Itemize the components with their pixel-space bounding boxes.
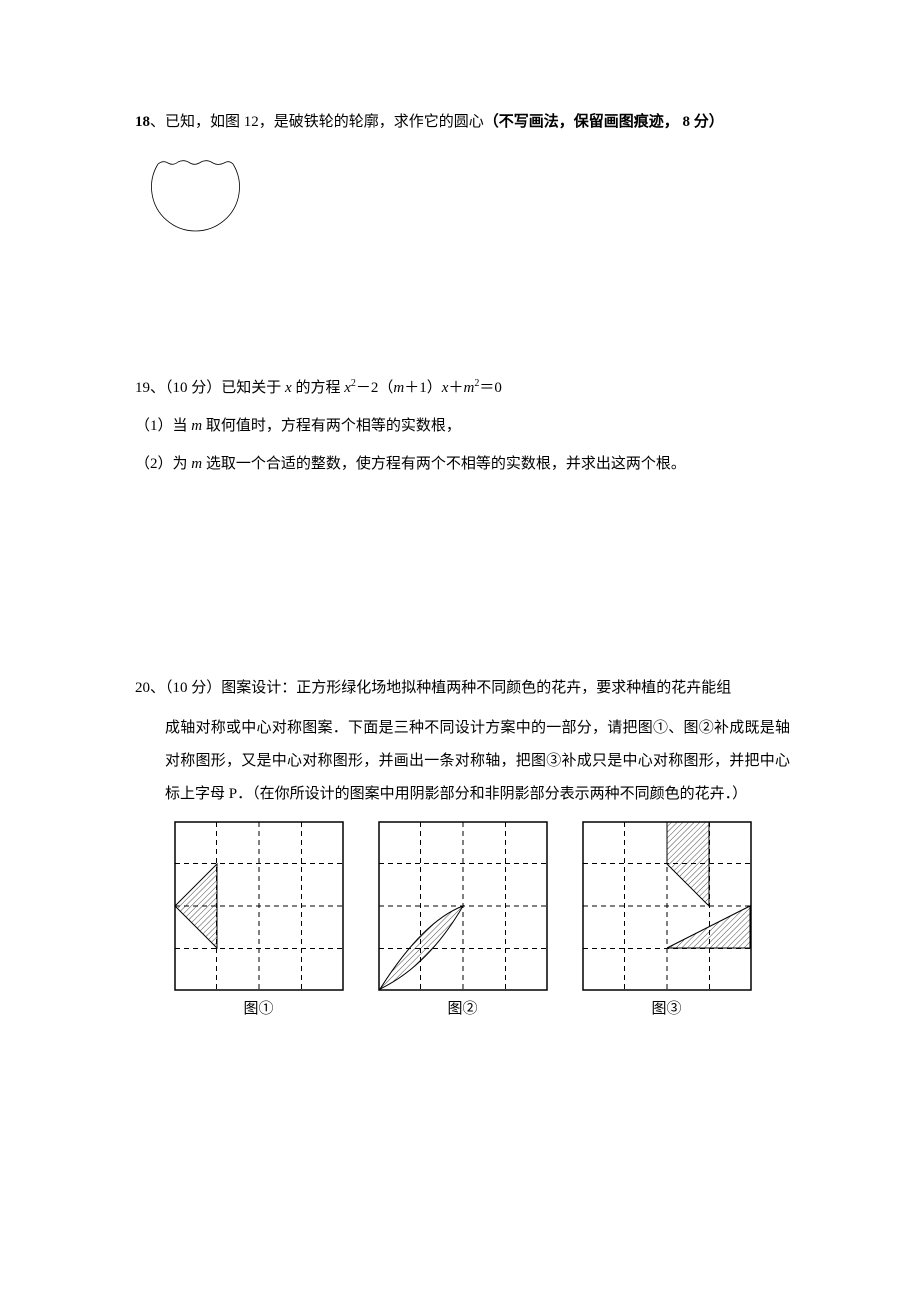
p19-sub2-pre: （2）为 [135,456,191,472]
grid-2 [378,821,548,991]
p19-mid1: 的方程 [292,380,345,396]
diagram-2: 图② [378,821,548,1021]
diagrams-row: 图① 图② [135,821,790,1021]
p19-x1: x [285,380,292,396]
grid-1 [174,821,344,991]
broken-wheel-icon [140,146,250,246]
p18-text-a: 已知，如图 12，是破铁轮的轮廓，求作它的圆心 [165,114,484,130]
problem-19: 19、（10 分）已知关于 x 的方程 x2－2（m＋1）x＋m2＝0 （1）当… [135,376,790,476]
shape-triangle [175,864,217,948]
p18-sep: 、 [150,114,165,130]
p18-text: 18、已知，如图 12，是破铁轮的轮廓，求作它的圆心（不写画法，保留画图痕迹， … [135,110,790,134]
p20-title: 图案设计：正方形绿化场地拟种植两种不同颜色的花卉，要求种植的花卉能组 [221,680,731,696]
diagram-3: 图③ [582,821,752,1021]
p20-line2: 成轴对称或中心对称图案．下面是三种不同设计方案中的一部分，请把图①、图②补成既是… [165,720,790,802]
p19-minus: －2（ [356,380,394,396]
p18-number: 18 [135,114,150,130]
p19-points: （10 分） [165,380,221,396]
diagram-1: 图① [174,821,344,1021]
p19-sub1-post: 取何值时，方程有两个相等的实数根， [202,418,461,434]
p19-statement: 19、（10 分）已知关于 x 的方程 x2－2（m＋1）x＋m2＝0 [135,376,790,400]
p19-sub1-m: m [191,418,202,434]
p19-x2: x [344,380,351,396]
p19-sub2-post: 选取一个合适的整数，使方程有两个不相等的实数根，并求出这两个根。 [202,456,686,472]
p19-number: 19、 [135,380,165,396]
p19-plus: ＋ [448,380,463,396]
label-1: 图① [243,997,273,1021]
p20-body: 成轴对称或中心对称图案．下面是三种不同设计方案中的一部分，请把图①、图②补成既是… [135,712,790,811]
p20-number: 20、 [135,680,165,696]
p19-m2: m [463,380,474,396]
p18-text-b: （不写画法，保留画图痕迹， 8 分） [484,114,724,130]
shape-tri-right [667,906,750,948]
p19-lead: 已知关于 [221,380,285,396]
shape-quad-top [667,822,709,906]
problem-18: 18、已知，如图 12，是破铁轮的轮廓，求作它的圆心（不写画法，保留画图痕迹， … [135,110,790,246]
p19-sub2-m: m [191,456,202,472]
p19-sub1-pre: （1）当 [135,418,191,434]
wheel-path [152,161,240,231]
p19-plus1: ＋1） [404,380,442,396]
label-2: 图② [447,997,477,1021]
p20-points: （10 分） [165,680,221,696]
p19-sub2: （2）为 m 选取一个合适的整数，使方程有两个不相等的实数根，并求出这两个根。 [135,452,790,476]
label-3: 图③ [651,997,681,1021]
p19-eq0: ＝0 [479,380,502,396]
p19-m1: m [393,380,404,396]
grid-3 [582,821,752,991]
shape-leaf [380,906,463,989]
p19-sub1: （1）当 m 取何值时，方程有两个相等的实数根， [135,414,790,438]
p20-head: 20、（10 分）图案设计：正方形绿化场地拟种植两种不同颜色的花卉，要求种植的花… [135,676,790,700]
problem-20: 20、（10 分）图案设计：正方形绿化场地拟种植两种不同颜色的花卉，要求种植的花… [135,676,790,1021]
